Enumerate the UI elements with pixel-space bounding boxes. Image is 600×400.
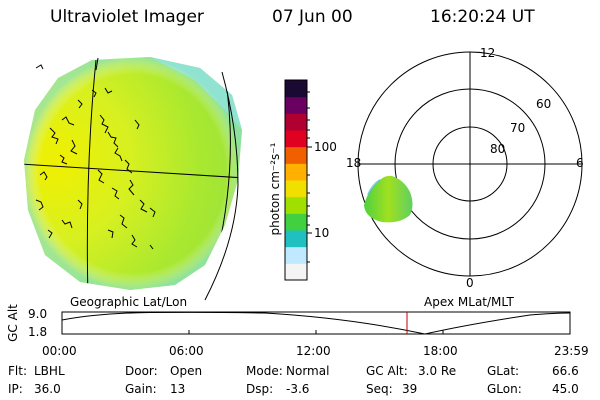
param-label: Door: xyxy=(125,364,158,378)
param-value: 36.0 xyxy=(34,382,61,396)
colorbar-band xyxy=(285,80,307,98)
colorbar-band xyxy=(285,246,307,264)
altitude-xtick: 23:59 xyxy=(554,344,589,358)
param-value: LBHL xyxy=(34,364,65,378)
coastline-outline xyxy=(35,87,156,250)
polar-panel-label: Apex MLat/MLT xyxy=(424,295,514,309)
colorbar-unit-label: photon cm⁻²s⁻¹ xyxy=(268,142,282,236)
param-label: Gain: xyxy=(125,382,157,396)
param-value: 13 xyxy=(170,382,186,396)
colorbar-band xyxy=(285,196,307,214)
param-label: Seq: xyxy=(366,382,393,396)
param-label: IP: xyxy=(8,382,23,396)
param-value: Normal xyxy=(286,364,330,378)
colorbar-band xyxy=(285,230,307,248)
colorbar-ticks xyxy=(307,91,312,263)
colorbar xyxy=(284,79,308,281)
geographic-panel-label: Geographic Lat/Lon xyxy=(70,295,188,309)
altitude-ytick-9: 9.0 xyxy=(28,307,48,321)
altitude-xtick: 06:00 xyxy=(169,344,204,358)
altitude-xtick: 00:00 xyxy=(42,344,77,358)
mlt-label-18: 18 xyxy=(346,156,362,170)
mlat-label-60: 60 xyxy=(536,97,552,111)
auroral-oval xyxy=(364,175,413,223)
colorbar-band xyxy=(285,163,307,181)
mlt-label-12: 12 xyxy=(480,46,496,60)
param-value: 66.6 xyxy=(552,364,579,378)
meridian-line xyxy=(204,71,239,301)
latitude-line xyxy=(24,163,242,179)
param-label: Flt: xyxy=(8,364,27,378)
altitude-curve xyxy=(61,311,571,335)
altitude-xtick: 12:00 xyxy=(296,344,331,358)
mlt-label-6: 6 xyxy=(576,156,584,170)
app-title: Ultraviolet Imager xyxy=(50,7,204,27)
mlat-label-70: 70 xyxy=(510,121,526,135)
colorbar-tick-10: 10 xyxy=(314,226,330,240)
altitude-ytick-1-8: 1.8 xyxy=(28,325,48,339)
colorbar-band xyxy=(285,130,307,148)
param-label: Dsp: xyxy=(246,382,274,396)
param-value: 3.0 Re xyxy=(418,364,457,378)
colorbar-frame xyxy=(284,79,308,281)
altitude-xtick: 18:00 xyxy=(423,344,458,358)
colorbar-band xyxy=(285,96,307,114)
colorbar-tick-100: 100 xyxy=(314,140,337,154)
mlt-label-0: 0 xyxy=(466,276,474,290)
param-label: GLat: xyxy=(487,364,520,378)
param-value: 39 xyxy=(402,382,418,396)
colorbar-band xyxy=(285,146,307,164)
header-time: 16:20:24 UT xyxy=(430,7,535,27)
param-value: -3.6 xyxy=(286,382,310,396)
param-label: GLon: xyxy=(487,382,522,396)
colorbar-band xyxy=(285,213,307,231)
param-value: Open xyxy=(170,364,203,378)
header-date: 07 Jun 00 xyxy=(272,7,353,27)
colorbar-band xyxy=(285,263,307,281)
altitude-plot xyxy=(61,311,571,335)
polar-plot xyxy=(357,51,583,277)
mlat-label-80: 80 xyxy=(490,142,506,156)
param-value: 45.0 xyxy=(552,382,579,396)
meridian-line xyxy=(86,59,97,290)
altitude-ylabel: GC Alt xyxy=(5,304,20,342)
colorbar-band xyxy=(285,180,307,198)
param-label: GC Alt: xyxy=(366,364,408,378)
param-label: Mode: xyxy=(246,364,283,378)
geographic-image xyxy=(24,57,242,301)
colorbar-band xyxy=(285,113,307,131)
